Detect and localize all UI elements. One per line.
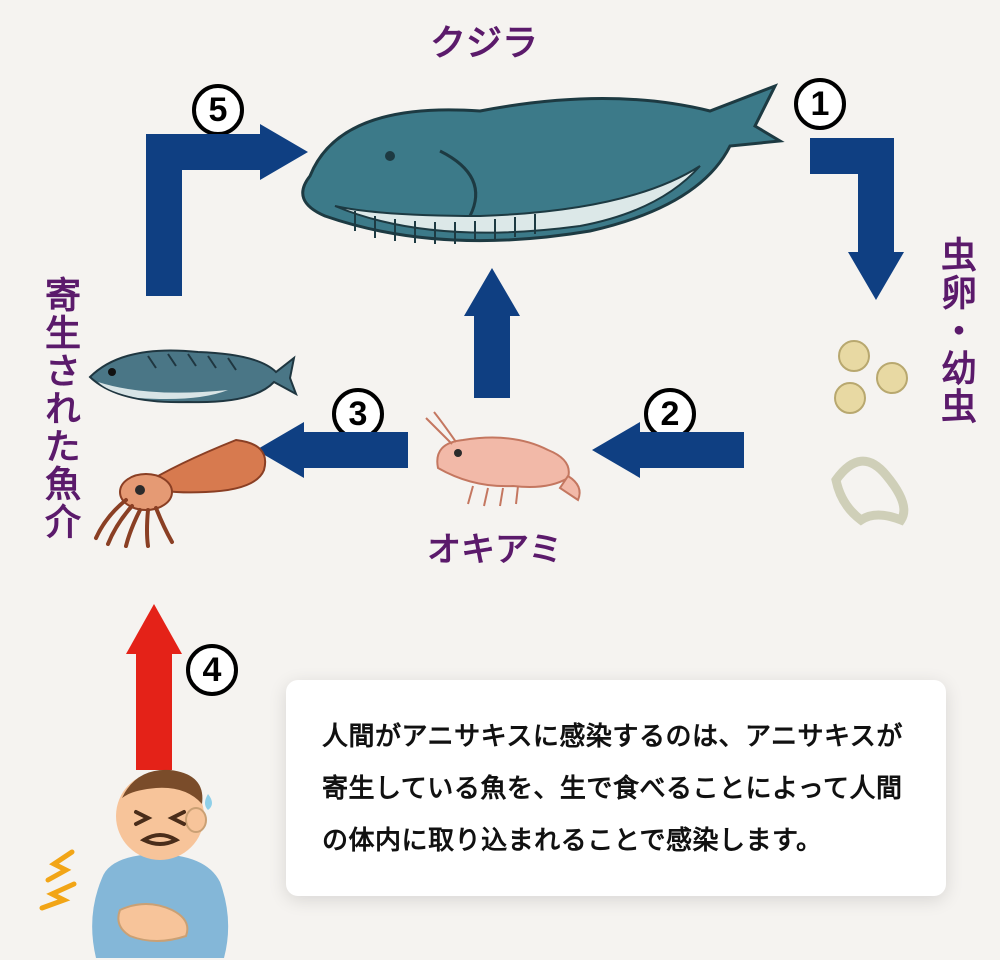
krill-icon xyxy=(418,408,588,518)
mackerel-icon xyxy=(78,332,298,422)
sick-human-icon xyxy=(36,760,276,960)
eggs-larvae-icon xyxy=(806,320,936,540)
squid-icon xyxy=(86,420,276,550)
caption-box: 人間がアニサキスに感染するのは、アニサキスが寄生している魚を、生で食べることによ… xyxy=(286,680,946,896)
whale-icon xyxy=(280,56,790,266)
caption-text: 人間がアニサキスに感染するのは、アニサキスが寄生している魚を、生で食べることによ… xyxy=(322,721,903,855)
